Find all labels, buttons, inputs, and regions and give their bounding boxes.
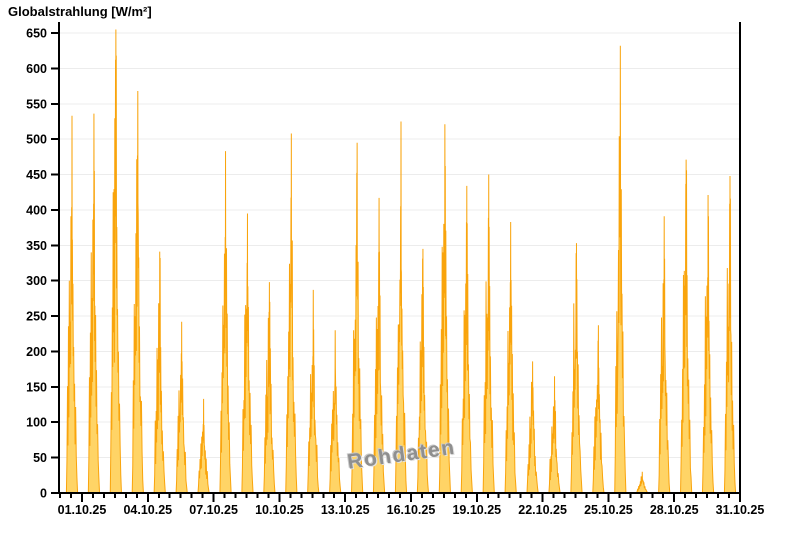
day-spike <box>175 321 188 494</box>
y-tick-label: 200 <box>26 345 47 359</box>
day-spike <box>548 376 561 494</box>
day-spike <box>592 325 605 494</box>
y-tick-label: 150 <box>26 380 47 394</box>
x-tick-label: 16.10.25 <box>387 503 436 517</box>
day-spike <box>372 197 386 494</box>
y-tick-label: 0 <box>40 487 47 501</box>
x-tick-label: 13.10.25 <box>321 503 370 517</box>
day-spike <box>460 185 473 494</box>
y-tick-label: 50 <box>33 451 47 465</box>
y-tick-label: 650 <box>26 27 47 41</box>
y-tick-label: 400 <box>26 203 47 217</box>
x-tick-label: 31.10.25 <box>716 503 765 517</box>
day-spike <box>285 133 298 494</box>
day-spike <box>680 159 693 494</box>
day-spike <box>394 121 408 494</box>
day-spike <box>87 113 101 494</box>
y-tick-label: 550 <box>26 97 47 111</box>
y-tick-label: 250 <box>26 310 47 324</box>
x-tick-label: 22.10.25 <box>518 503 567 517</box>
x-tick-label: 28.10.25 <box>650 503 699 517</box>
day-spike <box>526 361 539 494</box>
x-tick-label: 19.10.25 <box>452 503 501 517</box>
y-tick-label: 450 <box>26 168 47 182</box>
day-spike <box>636 471 649 494</box>
day-spike <box>701 195 715 494</box>
y-tick-label: 600 <box>26 62 47 76</box>
day-spike <box>153 251 166 494</box>
day-spike <box>65 115 79 494</box>
y-tick-label: 300 <box>26 274 47 288</box>
day-spike <box>438 124 451 494</box>
x-axis-ticks: 01.10.25 04.10.25 07.10.25 10.10.25 13.10.25… <box>58 494 765 517</box>
chart-title: Globalstrahlung [W/m²] <box>8 4 152 19</box>
day-spike <box>241 213 254 494</box>
y-tick-label: 500 <box>26 133 47 147</box>
day-spike <box>263 282 276 494</box>
x-tick-label: 01.10.25 <box>58 503 107 517</box>
day-spike <box>219 151 232 494</box>
x-tick-label: 04.10.25 <box>123 503 172 517</box>
day-spike <box>351 142 364 494</box>
day-spike <box>197 398 210 494</box>
day-spike <box>109 29 122 494</box>
day-spike <box>329 330 342 494</box>
day-spike <box>504 221 517 494</box>
axes <box>58 22 741 494</box>
data-series <box>65 29 737 494</box>
day-spike <box>723 175 737 494</box>
x-tick-label: 10.10.25 <box>255 503 304 517</box>
day-spike <box>307 289 320 494</box>
day-spike <box>416 248 430 494</box>
x-tick-label: 07.10.25 <box>189 503 238 517</box>
day-spike <box>482 174 495 494</box>
day-spike <box>658 216 671 494</box>
day-spike <box>614 45 627 494</box>
day-spike <box>570 243 583 494</box>
day-spike <box>131 91 144 494</box>
y-axis-ticks: 0 50 100 150 200 250 300 350 400 450 500 550 600 650 <box>26 27 58 501</box>
x-tick-label: 25.10.25 <box>584 503 633 517</box>
y-tick-label: 350 <box>26 239 47 253</box>
y-tick-label: 100 <box>26 416 47 430</box>
